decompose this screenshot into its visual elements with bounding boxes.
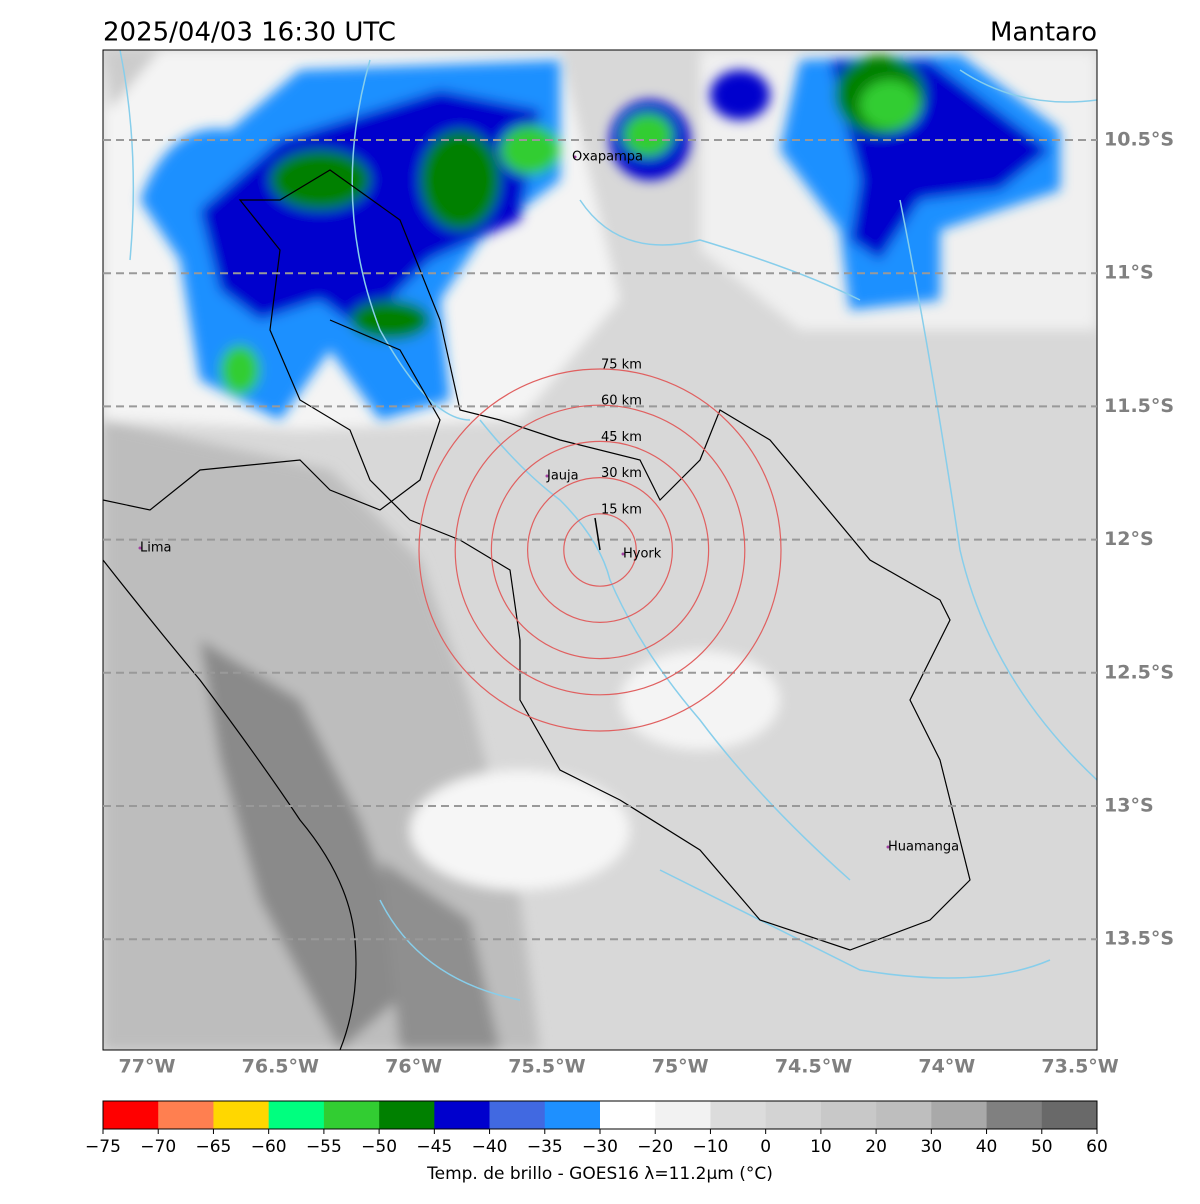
colorbar-tick-label: 20: [865, 1137, 887, 1157]
lon-label: 76.5°W: [242, 1056, 319, 1078]
colorbar-segment: [158, 1101, 214, 1129]
vector: [594, 517, 601, 551]
colorbar-tick-label: −20: [637, 1137, 673, 1157]
colorbar-segment: [323, 1101, 380, 1129]
colorbar-tick-label: 60: [1086, 1137, 1108, 1157]
lat-label: 11°S: [1104, 262, 1154, 284]
place-label: Oxapampa: [572, 150, 643, 165]
lon-label: 75.5°W: [508, 1056, 585, 1078]
lat-label: 10.5°S: [1104, 129, 1174, 151]
colorbar-segment: [876, 1101, 932, 1129]
ring-label: 75 km: [601, 358, 642, 373]
map: [103, 50, 1097, 1050]
colorbar-segment: [544, 1101, 601, 1129]
lon-label: 76°W: [385, 1056, 442, 1078]
lat-label: 13.5°S: [1104, 928, 1174, 950]
colorbar-segment: [600, 1101, 656, 1129]
colorbar-tick-label: −35: [527, 1137, 563, 1157]
colorbar-segment: [986, 1101, 1043, 1129]
colorbar-tick-label: −75: [85, 1137, 121, 1157]
colorbar-segment: [268, 1101, 325, 1129]
colorbar-tick-label: −10: [692, 1137, 728, 1157]
lat-label: 13°S: [1104, 795, 1154, 817]
colorbar-segment: [655, 1101, 711, 1129]
place-label: Lima: [140, 541, 171, 556]
colorbar-segment: [434, 1101, 490, 1129]
lon-label: 74.5°W: [775, 1056, 852, 1078]
place-dot: [138, 546, 142, 550]
title: 2025/04/03 16:30 UTC: [103, 18, 396, 48]
lon-label: 75°W: [652, 1056, 709, 1078]
colorbar-tick-label: −50: [361, 1137, 397, 1157]
colorbar-tick-label: −70: [140, 1137, 176, 1157]
colorbar-tick-label: −30: [582, 1137, 618, 1157]
colorbar-segment: [931, 1101, 987, 1129]
place-dot: [886, 845, 890, 849]
lat-label: 12°S: [1104, 528, 1154, 550]
place-label: Hyork: [623, 547, 662, 562]
ring-label: 45 km: [601, 430, 642, 445]
colorbar-tick-label: −55: [306, 1137, 342, 1157]
ring-label: 30 km: [601, 466, 642, 481]
colorbar-segment: [1041, 1101, 1098, 1129]
region: Mantaro: [990, 18, 1097, 48]
colorbar-tick-label: −65: [195, 1137, 231, 1157]
colorbar-segment: [379, 1101, 435, 1129]
colorbar-tick-label: 10: [810, 1137, 832, 1157]
place-dot: [545, 474, 549, 478]
lon-label: 73.5°W: [1041, 1056, 1118, 1078]
ring-label: 60 km: [601, 394, 642, 409]
colorbar-segment: [489, 1101, 546, 1129]
colorbar-tick-label: 50: [1031, 1137, 1053, 1157]
colorbar-tick-label: −45: [416, 1137, 452, 1157]
colorbar-tick-label: 40: [976, 1137, 998, 1157]
place-dot: [573, 155, 577, 159]
range-ring: [454, 404, 746, 696]
colorbar-tick-label: 0: [760, 1137, 771, 1157]
colorbar-tick-label: −60: [251, 1137, 287, 1157]
colorbar-segment: [103, 1101, 159, 1129]
colorbar-label: Temp. de brillo - GOES16 λ=11.2μm (°C): [426, 1164, 773, 1184]
lon-label: 74°W: [918, 1056, 975, 1078]
colorbar-segment: [213, 1101, 269, 1129]
colorbar-segment: [820, 1101, 877, 1129]
range-ring: [526, 477, 673, 624]
range-ring: [490, 440, 710, 660]
map-frame: [102, 49, 1098, 1051]
colorbar-tick-label: 30: [921, 1137, 943, 1157]
place-label: Jauja: [546, 469, 579, 484]
lat-label: 12.5°S: [1104, 661, 1174, 683]
colorbar-segment: [765, 1101, 822, 1129]
range-ring: [563, 513, 637, 587]
lon-label: 77°W: [119, 1056, 176, 1078]
place-dot: [621, 552, 625, 556]
place-label: Huamanga: [888, 840, 959, 855]
colorbar-tick-label: −40: [472, 1137, 508, 1157]
lat-label: 11.5°S: [1104, 395, 1174, 417]
range-ring: [418, 368, 782, 732]
ring-label: 15 km: [601, 502, 642, 517]
colorbar-segment: [710, 1101, 766, 1129]
